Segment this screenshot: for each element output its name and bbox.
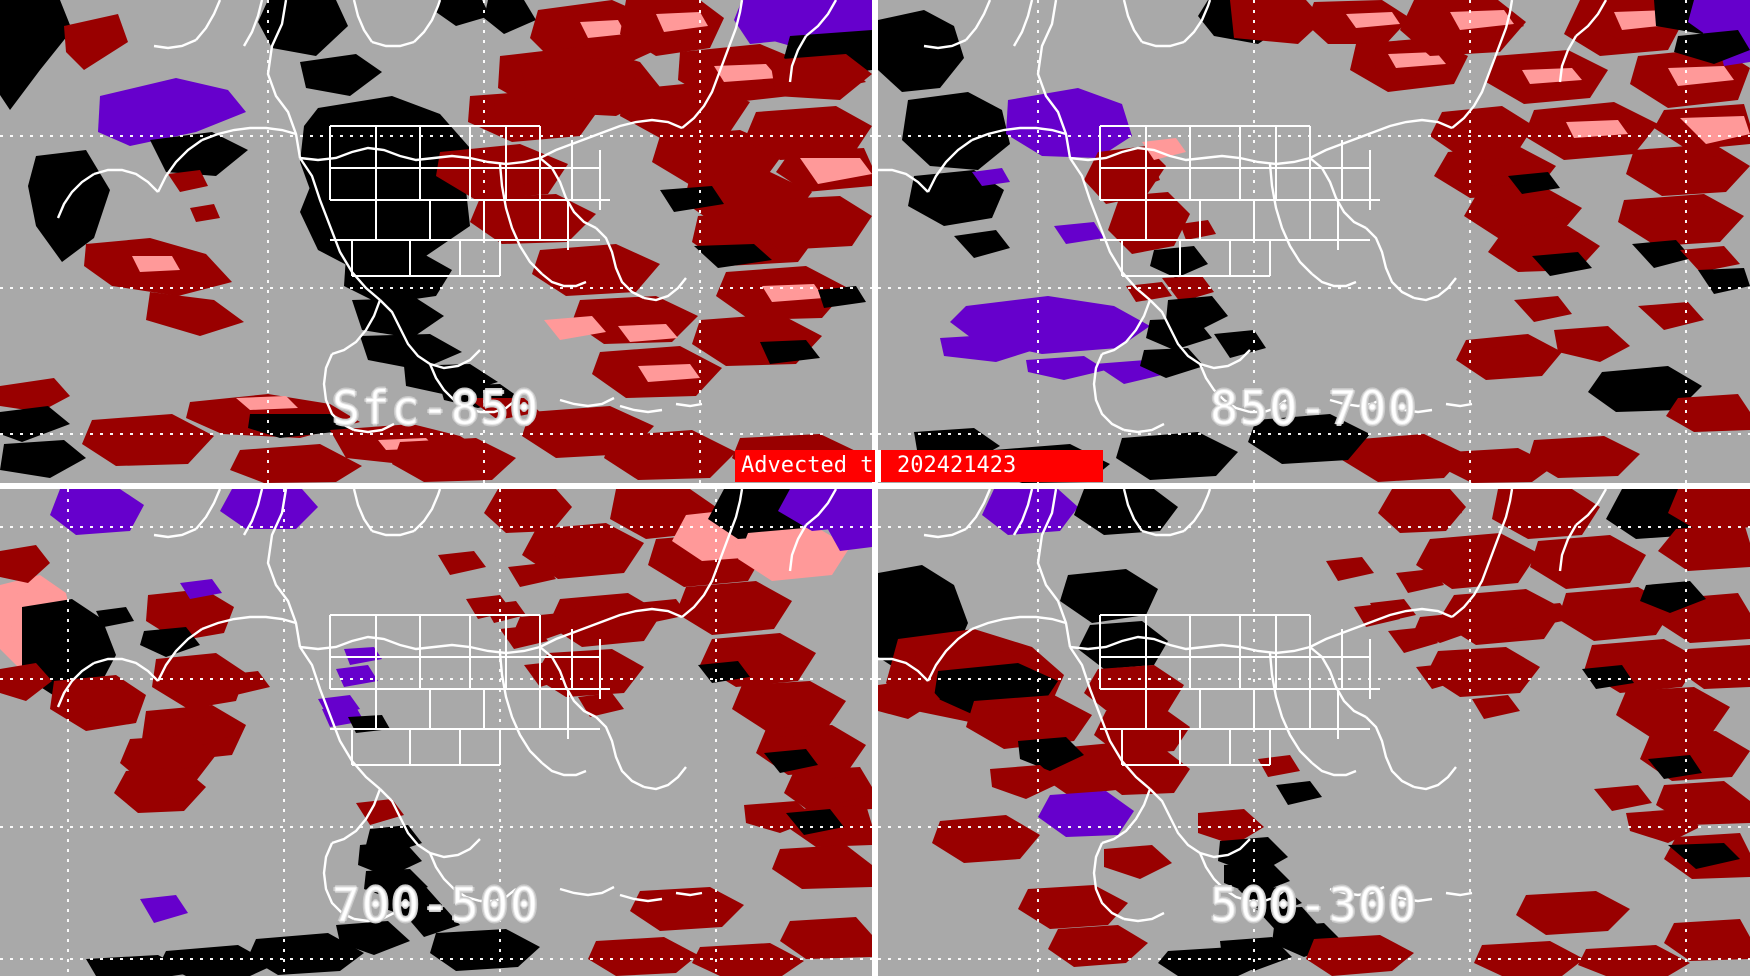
state-borders-850-700: [1099, 125, 1380, 277]
moisture-field-sfc-850: [0, 0, 872, 483]
map-canvas-sfc-850: [0, 0, 872, 483]
state-borders-500-300: [1099, 614, 1380, 766]
map-canvas-850-700: [878, 0, 1750, 483]
advected-to-value: 202421423: [881, 450, 1103, 482]
gridlines-sfc-850: [0, 0, 872, 483]
map-canvas-500-300: [878, 489, 1750, 976]
coastlines-850-700: [878, 0, 1608, 434]
gridlines-850-700: [878, 0, 1750, 483]
moisture-field-850-700: [878, 0, 1750, 483]
moisture-field-500-300: [878, 489, 1750, 976]
state-borders-700-500: [329, 614, 610, 766]
coastlines-sfc-850: [56, 0, 838, 434]
coastlines-700-500: [56, 489, 838, 923]
advected-to-banner: Advected to 202421423: [735, 450, 1103, 482]
map-canvas-700-500: [0, 489, 872, 976]
gridlines-500-300: [878, 489, 1750, 976]
moisture-field-700-500: [0, 489, 872, 976]
panel-850-700[interactable]: 850-700: [878, 0, 1750, 483]
advected-to-label: Advected to: [735, 450, 887, 482]
state-borders-sfc-850: [329, 125, 610, 277]
panel-sfc-850[interactable]: Sfc-850: [0, 0, 872, 483]
panel-divider-horizontal: [0, 483, 1750, 489]
panel-500-300[interactable]: 500-300: [878, 489, 1750, 976]
panel-700-500[interactable]: 700-500: [0, 489, 872, 976]
banner-separator: [875, 450, 881, 482]
